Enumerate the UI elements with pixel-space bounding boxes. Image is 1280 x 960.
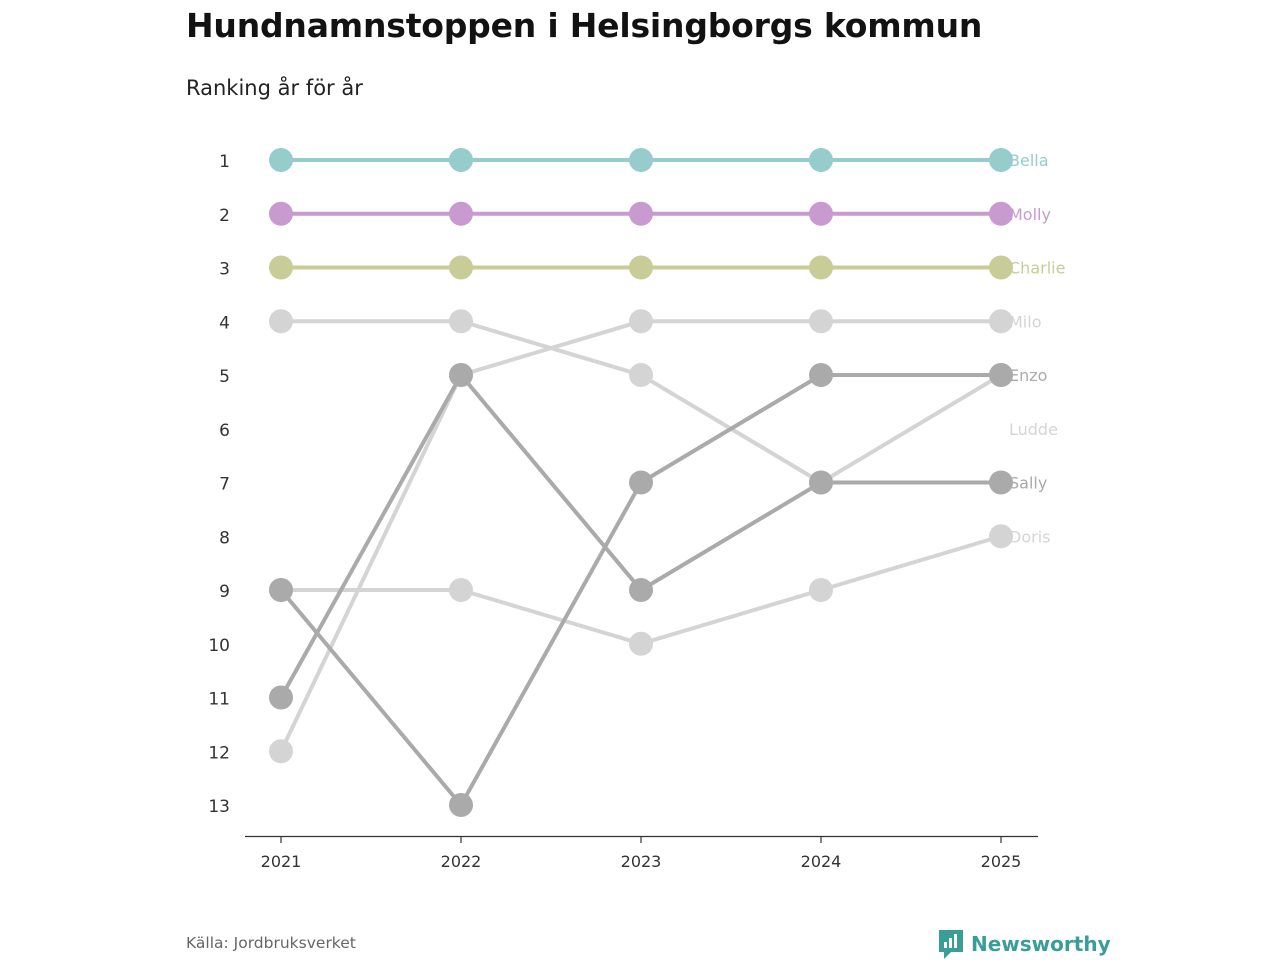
data-point-enzo [629,578,653,602]
x-tick-label: 2021 [261,852,302,871]
data-point-ludde [269,739,293,764]
data-point-molly [809,201,833,226]
data-point-sally [629,470,653,495]
data-point-sally [989,363,1013,387]
y-tick-label: 11 [208,690,230,710]
y-tick-label: 13 [208,797,230,817]
y-tick-label: 10 [208,636,230,656]
y-tick-label: 8 [219,528,230,548]
data-point-bella [809,148,833,172]
data-point-enzo [989,470,1013,495]
end-label-enzo: Enzo [1009,366,1047,385]
data-point-milo [269,309,293,334]
y-tick-label: 12 [208,743,230,763]
x-tick-label: 2023 [621,852,662,871]
data-point-ludde [629,309,653,334]
y-tick-label: 5 [219,367,230,387]
end-label-doris: Doris [1009,527,1050,546]
y-tick-label: 9 [219,582,230,602]
data-point-bella [269,148,293,172]
data-point-milo [629,363,653,387]
data-point-bella [989,148,1013,172]
end-label-milo: Milo [1009,312,1041,331]
data-point-doris [989,524,1013,549]
series-line-milo [279,319,1003,485]
x-tick-label: 2025 [981,852,1022,871]
data-point-milo [449,309,473,334]
chart-subtitle: Ranking år för år [186,76,363,100]
data-point-charlie [809,255,833,280]
y-tick-label: 6 [219,421,230,441]
y-tick-label: 7 [219,475,230,495]
end-label-charlie: Charlie [1009,259,1065,278]
end-label-molly: Molly [1009,205,1051,224]
y-tick-label: 3 [219,260,230,280]
data-point-ludde [809,309,833,334]
data-point-sally [809,363,833,387]
x-tick-label: 2024 [801,852,842,871]
data-point-bella [629,148,653,172]
y-tick-label: 2 [219,206,230,226]
data-point-sally [269,578,293,602]
newsworthy-logo: Newsworthy [937,928,1111,960]
data-point-molly [989,201,1013,226]
y-tick-label: 1 [219,152,230,172]
data-point-charlie [449,255,473,280]
data-point-doris [449,578,473,602]
y-tick-label: 4 [219,313,230,333]
newsworthy-logo-icon [939,930,963,959]
data-point-charlie [989,255,1013,280]
data-point-charlie [629,255,653,280]
data-point-doris [629,631,653,656]
end-label-bella: Bella [1009,151,1049,170]
data-point-enzo [269,685,293,710]
data-point-doris [809,578,833,602]
end-label-ludde: Ludde [1009,420,1058,439]
end-label-sally: Sally [1009,474,1047,493]
newsworthy-logo-text: Newsworthy [971,932,1111,956]
data-point-ludde [989,309,1013,334]
data-point-molly [449,201,473,226]
data-point-bella [449,148,473,172]
data-point-charlie [269,255,293,280]
data-point-sally [449,793,473,817]
data-point-molly [629,201,653,226]
data-point-enzo [809,470,833,495]
source-note: Källa: Jordbruksverket [186,934,356,952]
chart-title: Hundnamnstoppen i Helsingborgs kommun [186,6,983,45]
x-tick-label: 2022 [441,852,482,871]
data-point-enzo [449,363,473,387]
data-point-molly [269,201,293,226]
